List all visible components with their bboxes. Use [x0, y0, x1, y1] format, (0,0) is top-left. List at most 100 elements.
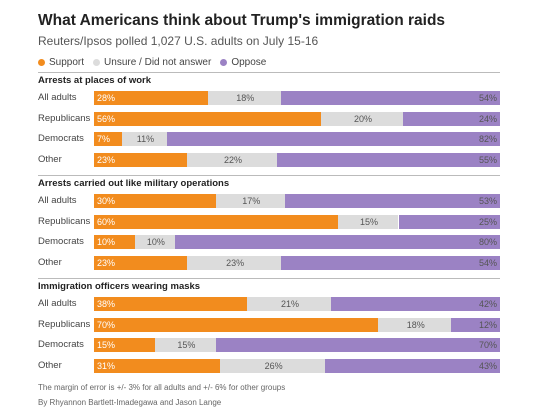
bar-segment-support [94, 194, 216, 208]
category-label: Other [38, 154, 62, 165]
section-title: Arrests carried out like military operat… [38, 178, 230, 189]
stacked-bar: 31% 26% 43% [94, 359, 500, 373]
data-label: 11% [136, 134, 155, 144]
stacked-bar: 15% 15% 70% [94, 338, 500, 352]
data-label: 23% [97, 258, 116, 268]
stacked-bar: 28% 18% 54% [94, 91, 500, 105]
bar-segment-unsure [134, 235, 176, 249]
bar-segment-unsure [219, 359, 326, 373]
category-label: Republicans [38, 319, 91, 330]
bar-segment-support [94, 318, 379, 332]
stacked-bar: 56% 20% 24% [94, 112, 500, 126]
data-label: 15% [360, 217, 379, 227]
bar-segment-unsure [378, 318, 452, 332]
category-label: Republicans [38, 216, 91, 227]
bar-segment-support [94, 297, 247, 311]
data-label: 22% [224, 155, 243, 165]
data-label: 31% [97, 361, 116, 371]
bar-segment-oppose [280, 91, 500, 105]
bar-segment-unsure [207, 91, 281, 105]
bar-segment-unsure [246, 297, 332, 311]
data-label: 70% [478, 340, 497, 350]
stacked-bar: 10% 10% 80% [94, 235, 500, 249]
category-label: Democrats [38, 236, 84, 247]
data-label: 55% [478, 155, 497, 165]
section-title: Immigration officers wearing masks [38, 281, 201, 292]
data-label: 25% [478, 217, 497, 227]
bar-segment-unsure [215, 194, 285, 208]
data-label: 82% [478, 134, 497, 144]
section-divider [38, 278, 500, 279]
bar-segment-support [94, 235, 135, 249]
data-label: 30% [97, 196, 116, 206]
data-label: 42% [478, 299, 497, 309]
stacked-bar: 30% 17% 53% [94, 194, 500, 208]
category-label: Other [38, 257, 62, 268]
category-label: All adults [38, 298, 77, 309]
stacked-bar: 23% 23% 54% [94, 256, 500, 270]
data-label: 38% [97, 299, 116, 309]
data-label: 24% [478, 114, 497, 124]
data-label: 80% [478, 237, 497, 247]
footnote: The margin of error is +/- 3% for all ad… [38, 383, 286, 392]
bar-segment-support [94, 215, 338, 229]
chart-title: What Americans think about Trump's immig… [38, 12, 446, 29]
data-label: 21% [280, 299, 299, 309]
data-label: 60% [97, 217, 116, 227]
bar-segment-oppose [276, 153, 500, 167]
data-label: 15% [177, 340, 196, 350]
legend-label-support: Support [49, 57, 85, 68]
byline: By Rhyannon Bartlett-Imadegawa and Jason… [38, 398, 222, 407]
data-label: 23% [226, 258, 245, 268]
data-label: 53% [478, 196, 497, 206]
stacked-bar: 23% 22% 55% [94, 153, 500, 167]
category-label: Other [38, 360, 62, 371]
legend-dot-support [38, 59, 45, 66]
bar-segment-support [94, 153, 188, 167]
data-label: 56% [97, 114, 116, 124]
data-label: 54% [478, 258, 497, 268]
legend-dot-unsure [93, 59, 101, 66]
bar-segment-oppose [284, 194, 500, 208]
category-label: Republicans [38, 113, 91, 124]
data-label: 70% [97, 320, 116, 330]
data-label: 54% [478, 93, 497, 103]
data-label: 26% [264, 361, 283, 371]
category-label: All adults [38, 195, 77, 206]
category-label: Democrats [38, 133, 84, 144]
data-label: 10% [97, 237, 116, 247]
bar-segment-oppose [451, 318, 500, 332]
legend-dot-oppose [220, 59, 228, 66]
bar-segment-support [94, 132, 123, 146]
bar-segment-oppose [325, 359, 500, 373]
legend-item-unsure: Unsure / Did not answer [93, 57, 211, 68]
data-label: 12% [478, 320, 497, 330]
data-label: 23% [97, 155, 116, 165]
bar-segment-oppose [331, 297, 500, 311]
stacked-bar: 38% 21% 42% [94, 297, 500, 311]
legend-item-oppose: Oppose [220, 57, 266, 68]
data-label: 7% [97, 134, 111, 144]
category-label: All adults [38, 92, 77, 103]
chart-subtitle: Reuters/Ipsos polled 1,027 U.S. adults o… [38, 34, 319, 48]
bar-segment-unsure [337, 215, 399, 229]
data-label: 17% [242, 196, 261, 206]
bar-segment-support [94, 338, 155, 352]
section-divider [38, 72, 500, 73]
bar-segment-unsure [122, 132, 168, 146]
bar-segment-support [94, 112, 322, 126]
data-label: 43% [478, 361, 497, 371]
bar-segment-oppose [402, 112, 500, 126]
data-label: 20% [353, 114, 372, 124]
bar-segment-unsure [187, 256, 281, 270]
legend-label-unsure: Unsure / Did not answer [104, 57, 212, 68]
data-label: 10% [146, 237, 165, 247]
bar-segment-support [94, 359, 220, 373]
bar-segment-unsure [154, 338, 216, 352]
bar-segment-support [94, 256, 188, 270]
bar-segment-oppose [175, 235, 500, 249]
bar-segment-unsure [187, 153, 277, 167]
section-title: Arrests at places of work [38, 75, 151, 86]
bar-segment-support [94, 91, 208, 105]
bar-segment-oppose [398, 215, 500, 229]
